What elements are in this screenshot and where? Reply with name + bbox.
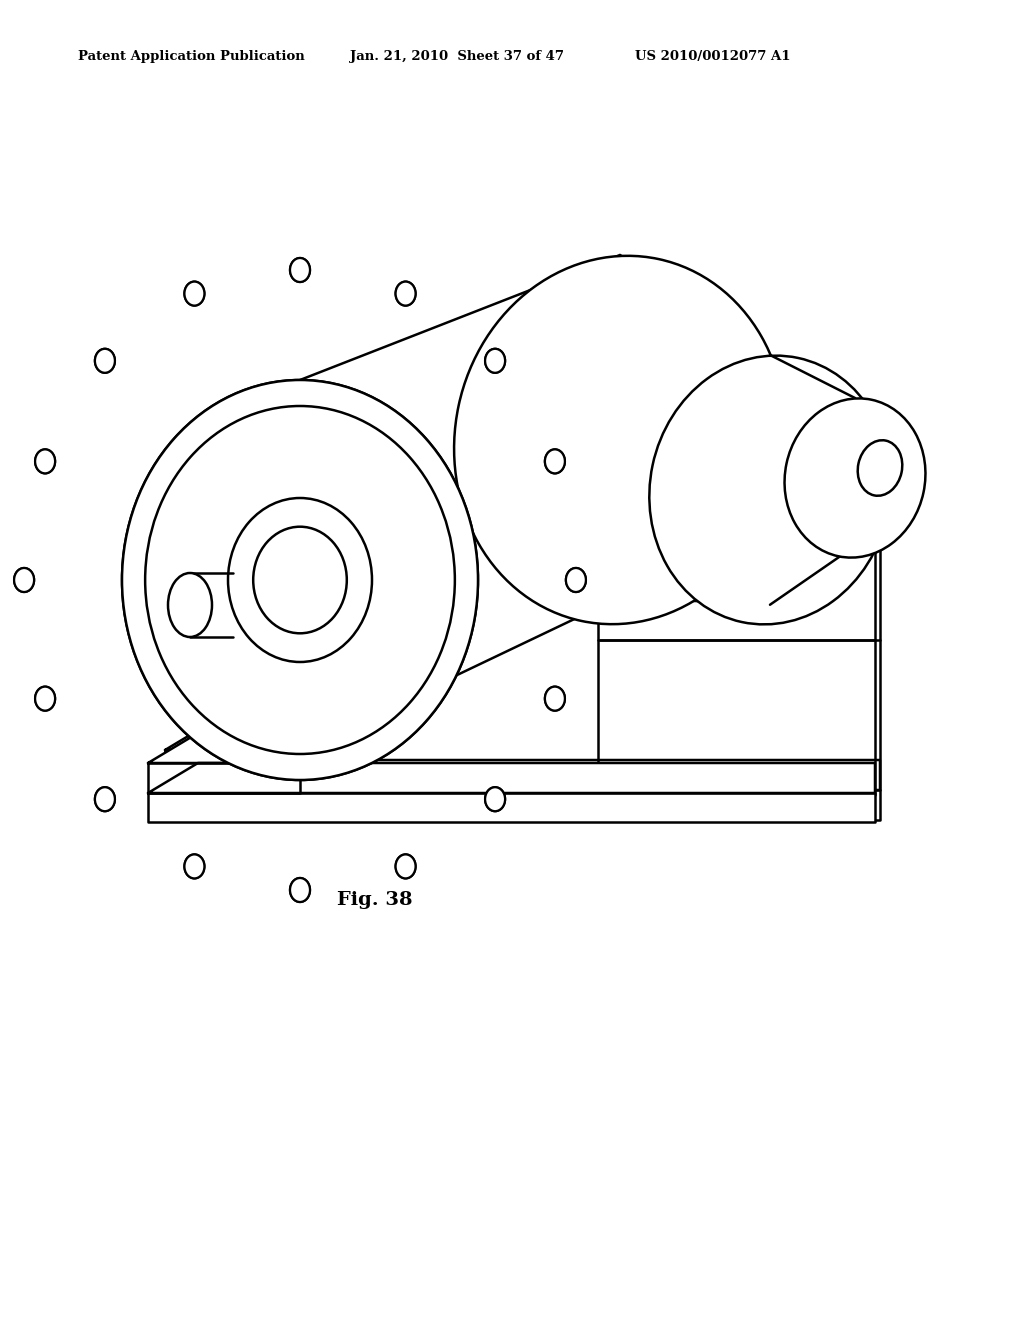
Ellipse shape [35, 686, 55, 710]
Ellipse shape [784, 399, 926, 557]
Ellipse shape [290, 257, 310, 282]
Ellipse shape [122, 380, 478, 780]
Ellipse shape [395, 854, 416, 878]
Ellipse shape [485, 787, 505, 812]
Polygon shape [148, 733, 350, 763]
Ellipse shape [168, 573, 212, 638]
Ellipse shape [545, 686, 565, 710]
Ellipse shape [14, 568, 34, 591]
Polygon shape [281, 583, 295, 595]
Ellipse shape [485, 348, 505, 372]
Ellipse shape [184, 854, 205, 878]
Polygon shape [600, 440, 880, 490]
Ellipse shape [95, 787, 115, 812]
Polygon shape [148, 763, 300, 793]
Ellipse shape [95, 348, 115, 372]
Ellipse shape [454, 256, 785, 624]
Ellipse shape [290, 878, 310, 902]
Ellipse shape [395, 281, 416, 306]
Ellipse shape [545, 449, 565, 474]
Ellipse shape [545, 449, 565, 474]
Ellipse shape [858, 441, 902, 496]
Ellipse shape [122, 380, 478, 780]
Polygon shape [278, 572, 293, 585]
Ellipse shape [566, 568, 586, 591]
Polygon shape [150, 789, 880, 820]
Ellipse shape [35, 686, 55, 710]
Ellipse shape [290, 878, 310, 902]
Text: Fig. 38: Fig. 38 [337, 891, 413, 909]
Ellipse shape [395, 281, 416, 306]
Polygon shape [598, 490, 874, 795]
Ellipse shape [228, 498, 372, 663]
Text: Jan. 21, 2010  Sheet 37 of 47: Jan. 21, 2010 Sheet 37 of 47 [350, 50, 564, 63]
Ellipse shape [290, 257, 310, 282]
Ellipse shape [95, 348, 115, 372]
Polygon shape [598, 459, 874, 490]
Ellipse shape [14, 568, 34, 591]
Ellipse shape [168, 573, 212, 638]
Text: US 2010/0012077 A1: US 2010/0012077 A1 [635, 50, 791, 63]
Polygon shape [148, 763, 874, 793]
Ellipse shape [228, 498, 372, 663]
Ellipse shape [184, 281, 205, 306]
Ellipse shape [95, 787, 115, 812]
Text: Patent Application Publication: Patent Application Publication [78, 50, 305, 63]
Ellipse shape [35, 449, 55, 474]
Polygon shape [165, 750, 319, 789]
Ellipse shape [545, 686, 565, 710]
Ellipse shape [184, 854, 205, 878]
Ellipse shape [485, 787, 505, 812]
Ellipse shape [649, 355, 891, 624]
Ellipse shape [395, 854, 416, 878]
Ellipse shape [35, 449, 55, 474]
Polygon shape [165, 719, 370, 750]
Polygon shape [148, 793, 874, 822]
Polygon shape [600, 490, 880, 789]
Polygon shape [150, 760, 880, 789]
Ellipse shape [184, 281, 205, 306]
Ellipse shape [485, 348, 505, 372]
Ellipse shape [566, 568, 586, 591]
